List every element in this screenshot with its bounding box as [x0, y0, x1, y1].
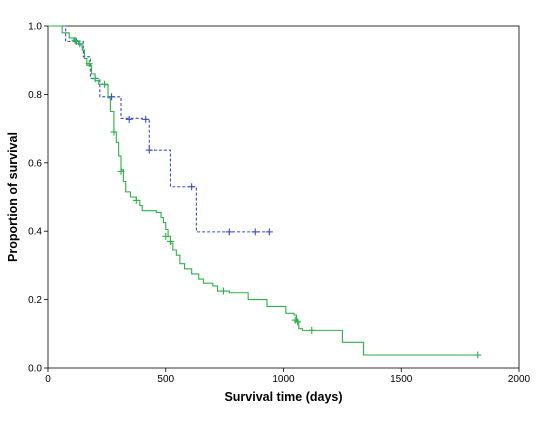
censor-mark: [294, 318, 302, 326]
censor-mark: [251, 228, 259, 236]
censor-mark: [265, 228, 273, 236]
y-tick-label: 0.6: [28, 158, 42, 169]
y-tick-label: 0.2: [28, 295, 42, 306]
censor-mark: [142, 115, 150, 123]
survival-curve-series-1: [48, 25, 270, 233]
censor-mark: [125, 115, 133, 123]
x-axis-ticks: 0 500 1000 1500 2000: [45, 368, 531, 385]
y-tick-label: 0.4: [28, 227, 42, 238]
x-tick-label: 1000: [272, 374, 295, 385]
censor-mark: [188, 183, 196, 191]
censor-mark: [117, 167, 125, 175]
x-tick-label: 0: [45, 374, 51, 385]
x-axis-title: Survival time (days): [224, 390, 342, 404]
x-tick-label: 1500: [390, 374, 413, 385]
censor-mark: [76, 40, 84, 48]
y-tick-label: 0.0: [28, 364, 42, 375]
censor-mark: [308, 326, 316, 334]
censor-mark: [219, 287, 227, 295]
y-axis-title: Proportion of survival: [6, 132, 20, 262]
series-layer: [48, 25, 482, 359]
censor-mark: [85, 60, 93, 68]
censor-mark: [132, 196, 140, 204]
censor-mark: [91, 75, 99, 83]
y-axis-ticks: 0.0 0.2 0.4 0.6 0.8 1.0: [28, 22, 48, 375]
survival-curve-series-2: [48, 25, 478, 356]
x-tick-label: 2000: [508, 374, 531, 385]
y-tick-label: 1.0: [28, 22, 42, 33]
censor-mark: [145, 146, 153, 154]
plot-area: [47, 25, 520, 369]
censor-mark: [108, 93, 116, 101]
censor-mark: [101, 80, 109, 88]
censor-mark: [166, 237, 174, 245]
censor-mark: [474, 351, 482, 359]
y-tick-label: 0.8: [28, 90, 42, 101]
censor-mark: [71, 36, 79, 44]
censor-mark: [225, 228, 233, 236]
x-tick-label: 500: [157, 374, 174, 385]
censor-mark: [162, 232, 170, 240]
censor-mark: [110, 128, 118, 136]
